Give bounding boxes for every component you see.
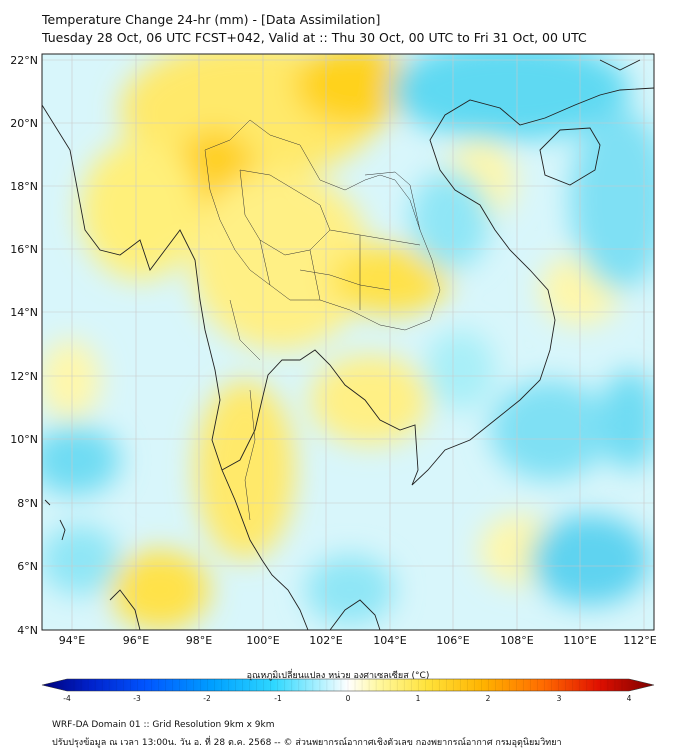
lon-label: 106°E xyxy=(436,634,469,647)
colorbar-tick-label: -1 xyxy=(274,694,282,703)
lat-label: 12°N xyxy=(10,370,38,383)
footer-credit: ปรับปรุงข้อมูล ณ เวลา 13:00น. วัน อ. ที่… xyxy=(52,738,562,748)
lon-label: 110°E xyxy=(563,634,596,647)
footer-model-info: WRF-DA Domain 01 :: Grid Resolution 9km … xyxy=(52,720,275,730)
lat-label: 16°N xyxy=(10,243,38,256)
colorbar-tick-label: 1 xyxy=(416,694,421,703)
lat-label: 8°N xyxy=(17,497,38,510)
lon-axis: 94°E 96°E 98°E 100°E 102°E 104°E 106°E 1… xyxy=(59,634,657,647)
lon-label: 98°E xyxy=(186,634,212,647)
lat-label: 4°N xyxy=(17,624,38,637)
lon-label: 102°E xyxy=(309,634,342,647)
lat-label: 14°N xyxy=(10,306,38,319)
lat-label: 22°N xyxy=(10,54,38,67)
lat-axis: 22°N 20°N 18°N 16°N 14°N 12°N 10°N 8°N 6… xyxy=(10,54,38,637)
colorbar-tick-label: -2 xyxy=(203,694,211,703)
temperature-field xyxy=(42,54,654,630)
province-borders xyxy=(204,119,441,521)
lon-label: 108°E xyxy=(500,634,533,647)
colorbar-tick-label: -4 xyxy=(63,694,71,703)
colorbar-ticks xyxy=(73,679,623,691)
colorbar: -4 -3 -2 -1 0 1 2 3 4 xyxy=(41,678,655,703)
lon-label: 100°E xyxy=(246,634,279,647)
colorbar-bar xyxy=(41,678,655,692)
colorbar-tick-label: 4 xyxy=(627,694,632,703)
graticule xyxy=(42,54,654,630)
map-frame xyxy=(41,53,655,631)
colorbar-title: อุณหภูมิเปลี่ยนแปลง หน่วย องศาเซลเซียส (… xyxy=(246,671,430,681)
lat-label: 18°N xyxy=(10,180,38,193)
lon-label: 104°E xyxy=(373,634,406,647)
colorbar-tick-label: 0 xyxy=(346,694,351,703)
lon-label: 94°E xyxy=(59,634,85,647)
colorbar-tick-label: 2 xyxy=(486,694,491,703)
lon-label: 112°E xyxy=(623,634,656,647)
lat-label: 6°N xyxy=(17,560,38,573)
lat-label: 10°N xyxy=(10,433,38,446)
coastlines xyxy=(42,59,654,630)
lat-label: 20°N xyxy=(10,117,38,130)
map-title: Temperature Change 24-hr (mm) - [Data As… xyxy=(42,12,381,27)
lon-label: 96°E xyxy=(123,634,149,647)
colorbar-tick-label: 3 xyxy=(557,694,562,703)
colorbar-tick-label: -3 xyxy=(133,694,141,703)
map-subtitle: Tuesday 28 Oct, 06 UTC FCST+042, Valid a… xyxy=(42,30,587,45)
